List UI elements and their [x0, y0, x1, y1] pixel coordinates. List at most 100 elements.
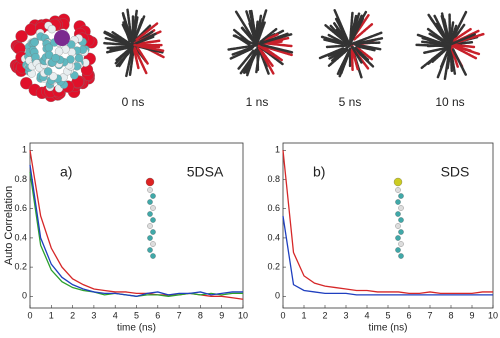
chain	[354, 46, 370, 62]
chain	[325, 44, 348, 49]
inset-atom	[398, 193, 404, 199]
chain	[328, 48, 347, 60]
inset-atom	[150, 193, 156, 199]
chain	[449, 32, 477, 46]
atom	[47, 24, 57, 34]
y-tick-label: 1	[275, 145, 280, 155]
chain	[105, 46, 131, 54]
chain	[234, 34, 251, 46]
chain	[244, 50, 258, 74]
inset-atom	[150, 205, 156, 211]
chain	[259, 27, 278, 43]
x-axis-label: time (ns)	[117, 323, 156, 334]
atom	[49, 72, 58, 81]
chain	[452, 27, 472, 42]
chain	[132, 45, 148, 75]
chain	[350, 45, 363, 64]
x-tick-label: 3	[343, 310, 348, 320]
chain	[125, 44, 135, 78]
series-line	[29, 164, 243, 297]
x-tick-label: 2	[70, 310, 75, 320]
chain	[236, 49, 255, 71]
chain	[350, 48, 354, 72]
chain	[133, 43, 165, 53]
inset-atom	[395, 211, 401, 217]
chain	[320, 35, 351, 47]
inset-atom	[150, 229, 156, 235]
x-tick-label: 1	[301, 310, 306, 320]
chain	[103, 36, 133, 46]
chain	[337, 48, 351, 73]
chain	[443, 44, 452, 81]
atom	[74, 53, 84, 63]
chain	[229, 47, 253, 60]
chain	[455, 41, 474, 45]
chain	[415, 43, 449, 48]
chain	[353, 43, 382, 51]
inset-atom	[150, 241, 156, 247]
chain	[449, 10, 468, 45]
x-tick-label: 1	[49, 310, 54, 320]
y-tick-label: 0.6	[267, 203, 280, 213]
inset-atom	[150, 217, 156, 223]
series-line	[282, 150, 493, 295]
inset-atom	[147, 235, 153, 241]
inset-head	[145, 177, 155, 187]
chain	[255, 8, 268, 43]
panel-title: SDS	[441, 164, 470, 180]
chain	[135, 22, 159, 41]
chain	[451, 48, 467, 76]
atom	[44, 43, 54, 52]
inset-atom	[398, 253, 404, 259]
chain	[351, 49, 359, 71]
inset-atom	[395, 187, 401, 193]
chain	[255, 51, 261, 74]
inset-atom	[147, 223, 153, 229]
panel-label: a)	[60, 164, 72, 180]
series-line	[29, 150, 244, 300]
chain	[318, 47, 345, 60]
y-tick-label: 0.4	[14, 232, 27, 242]
y-tick-label: 1	[22, 145, 27, 155]
y-tick-label: 0.8	[267, 174, 280, 184]
chain	[333, 22, 351, 46]
chain	[232, 28, 252, 45]
chain	[131, 9, 138, 44]
atom	[15, 30, 28, 43]
atom	[43, 67, 53, 76]
inset-atom	[150, 253, 156, 259]
chain	[453, 43, 476, 49]
x-tick-label: 3	[91, 310, 96, 320]
chain	[259, 43, 294, 54]
atom	[20, 77, 33, 90]
chain	[258, 46, 275, 76]
snapshot-label: 1 ns	[246, 95, 269, 109]
chain	[427, 32, 452, 47]
inset-atom	[398, 241, 404, 247]
chain	[452, 44, 481, 56]
inset-atom	[395, 223, 401, 229]
chain	[128, 49, 135, 76]
chain	[132, 32, 157, 46]
atom	[24, 23, 38, 36]
chain	[227, 44, 257, 51]
atom	[30, 38, 39, 47]
x-tick-label: 8	[198, 310, 203, 320]
x-tick-label: 4	[364, 310, 369, 320]
chain	[244, 9, 259, 47]
chain	[114, 45, 133, 65]
x-axis-label: time (ns)	[369, 323, 408, 334]
chain	[324, 24, 347, 44]
chain	[136, 47, 149, 65]
inset-head	[393, 177, 403, 187]
y-axis-label: Auto Correlation	[3, 186, 15, 266]
chain	[133, 39, 161, 46]
chain	[423, 46, 448, 55]
y-tick-label: 0.2	[267, 261, 280, 271]
y-tick-label: 0	[275, 291, 280, 301]
chain	[440, 14, 450, 44]
chain	[115, 49, 132, 68]
chain	[132, 44, 140, 70]
chain	[431, 46, 450, 61]
x-tick-label: 5	[134, 310, 139, 320]
